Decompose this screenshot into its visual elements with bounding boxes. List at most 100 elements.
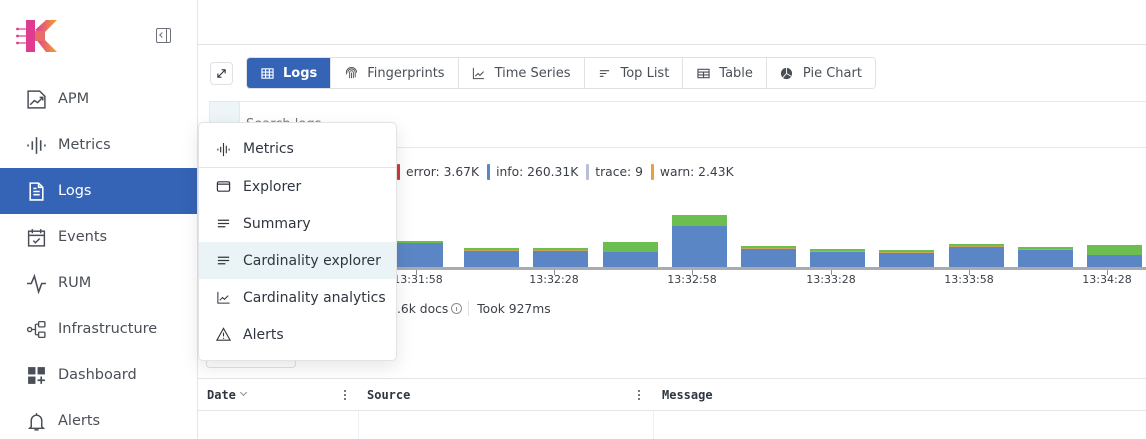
column-divider (653, 411, 654, 439)
fingerprint-icon (344, 66, 358, 80)
tab-time-series[interactable]: Time Series (458, 58, 585, 88)
chart-bar[interactable] (1087, 245, 1142, 267)
chart-bar[interactable] (810, 249, 866, 267)
bar-segment-error (1017, 247, 1073, 249)
legend-item-warn[interactable]: warn: 2.43K (650, 164, 734, 180)
menu-item-cardinality-explorer[interactable]: Cardinality explorer (199, 242, 396, 279)
collapse-sidebar-button[interactable] (156, 28, 171, 43)
sidebar-item-infrastructure[interactable]: Infrastructure (0, 306, 197, 352)
sidebar-item-rum[interactable]: RUM (0, 260, 197, 306)
legend-item-trace[interactable]: trace: 9 (586, 164, 643, 180)
window-icon (215, 179, 231, 195)
tab-label: Logs (283, 65, 318, 81)
menu-item-label: Cardinality analytics (243, 289, 386, 306)
bar-segment-info (533, 251, 589, 267)
bar-segment-error (810, 249, 866, 251)
bar-segment-error (879, 250, 935, 252)
bar-segment-info (948, 247, 1004, 267)
x-axis-tick-label: 13:34:28 (1082, 273, 1132, 286)
lines-icon (215, 253, 231, 269)
waveform-icon (215, 141, 231, 157)
menu-item-explorer[interactable]: Explorer (199, 168, 396, 205)
chart-bar[interactable] (533, 248, 589, 267)
tab-fingerprints[interactable]: Fingerprints (331, 58, 459, 88)
bar-segment-info (1017, 250, 1073, 267)
chart-bar[interactable] (879, 250, 935, 267)
legend-swatch (650, 164, 654, 180)
column-header-date[interactable]: Date (207, 379, 247, 411)
x-axis-tick (554, 270, 555, 275)
bar-segment-warn (879, 252, 935, 253)
sidebar-item-metrics[interactable]: Metrics (0, 122, 197, 168)
tab-label: Fingerprints (367, 65, 445, 81)
brand-logo[interactable] (16, 20, 58, 52)
sidebar-item-alerts[interactable]: Alerts (0, 398, 197, 439)
legend-label: error: 3.67K (406, 165, 480, 179)
chart-bar[interactable] (1017, 247, 1073, 267)
menu-item-summary[interactable]: Summary (199, 205, 396, 242)
tab-pie-chart[interactable]: Pie Chart (766, 58, 875, 88)
main-content: Logs Fingerprints Time Series Top List (198, 0, 1146, 439)
sidebar: APM Metrics Logs Events (0, 0, 198, 439)
info-icon[interactable] (451, 303, 463, 314)
sidebar-item-dashboard[interactable]: Dashboard (0, 352, 197, 398)
hierarchy-icon (25, 318, 47, 340)
x-axis-tick (416, 270, 417, 275)
top-bar (198, 0, 1146, 45)
bar-segment-info (879, 253, 935, 267)
chart-bar[interactable] (464, 248, 520, 267)
x-axis-tick-label: 13:32:28 (529, 273, 579, 286)
apm-chart-icon (25, 88, 47, 110)
sidebar-item-label: Alerts (58, 413, 101, 429)
tab-table[interactable]: Table (683, 58, 767, 88)
x-axis-tick (831, 270, 832, 275)
column-header-message[interactable]: Message (662, 379, 713, 411)
column-label: Message (662, 388, 713, 402)
table-icon (696, 66, 710, 80)
line-chart-icon (215, 290, 231, 306)
log-volume-chart[interactable]: 13:31:58 13:32:28 13:32:58 13:33:28 13:33:58… (393, 200, 1146, 295)
column-menu-icon[interactable] (634, 388, 644, 402)
chart-bar[interactable] (948, 244, 1004, 267)
chart-bar[interactable] (671, 215, 727, 267)
sidebar-item-label: Events (58, 229, 108, 245)
column-label: Source (367, 388, 411, 402)
bar-segment-error (397, 241, 443, 243)
warning-icon (215, 327, 231, 343)
sidebar-item-label: Metrics (58, 137, 111, 153)
menu-item-alerts[interactable]: Alerts (199, 316, 396, 353)
sidebar-nav: APM Metrics Logs Events (0, 76, 197, 439)
expand-button[interactable] (210, 62, 233, 85)
column-menu-icon[interactable] (340, 388, 350, 402)
legend-item-error[interactable]: error: 3.67K (397, 164, 479, 180)
legend-label: warn: 2.43K (659, 165, 734, 179)
bar-segment-info (397, 243, 443, 267)
document-icon (25, 180, 47, 202)
pulse-icon (25, 272, 47, 294)
chart-bar[interactable] (397, 241, 443, 267)
bar-segment-error (602, 242, 658, 252)
logs-submenu: Metrics Explorer Summary Cardinality exp… (198, 122, 397, 361)
bar-segment-error (948, 244, 1004, 246)
x-axis-tick-label: 13:32:58 (667, 273, 717, 286)
legend-item-info[interactable]: info: 260.31K (487, 164, 578, 180)
legend-swatch (586, 164, 590, 180)
sort-chevron-icon[interactable] (239, 388, 247, 396)
tab-logs[interactable]: Logs (247, 58, 332, 88)
calendar-check-icon (25, 226, 47, 248)
chart-bar[interactable] (741, 246, 796, 267)
menu-item-cardinality-analytics[interactable]: Cardinality analytics (199, 279, 396, 316)
sidebar-item-events[interactable]: Events (0, 214, 197, 260)
query-stats: .6k docs Took 927ms (397, 301, 551, 316)
menu-item-label: Alerts (243, 326, 284, 343)
sidebar-item-apm[interactable]: APM (0, 76, 197, 122)
tab-top-list[interactable]: Top List (584, 58, 684, 88)
sidebar-item-label: Infrastructure (58, 321, 158, 337)
chart-bar[interactable] (602, 242, 658, 267)
sidebar-item-label: APM (58, 91, 90, 107)
column-header-source[interactable]: Source (367, 379, 410, 411)
lines-icon (215, 216, 231, 232)
sidebar-item-logs[interactable]: Logs (0, 168, 197, 214)
menu-item-metrics[interactable]: Metrics (199, 123, 396, 168)
